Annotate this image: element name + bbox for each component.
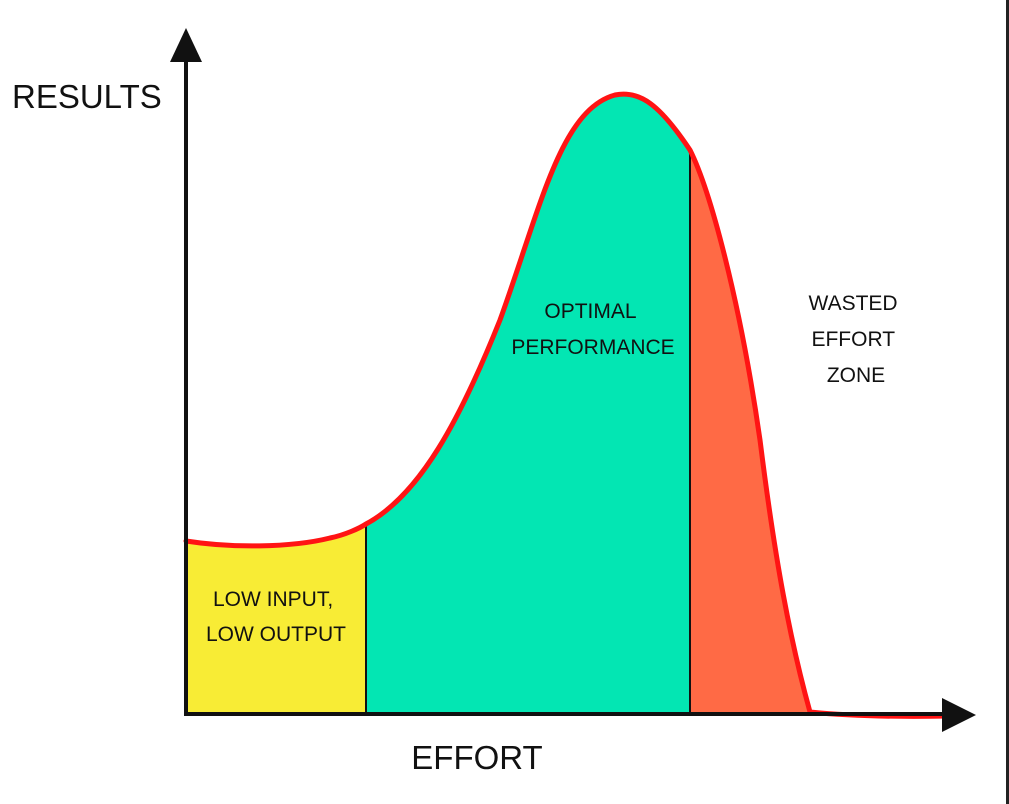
zone-optimal-fill xyxy=(366,94,690,714)
zone-wasted-label: WASTED EFFORT ZONE xyxy=(809,292,904,387)
results-curve xyxy=(183,91,953,719)
zone-low-label-line-2: LOW OUTPUT xyxy=(206,623,346,646)
zone-low-label: LOW INPUT, LOW OUTPUT xyxy=(206,588,346,646)
zone-wasted-label-line-1: WASTED xyxy=(809,292,898,315)
zone-wasted-label-line-2: EFFORT xyxy=(811,328,895,351)
x-axis-label: EFFORT xyxy=(411,739,542,776)
zone-wasted-fill xyxy=(690,150,810,714)
zone-optimal-label-line-2: PERFORMANCE xyxy=(511,336,674,359)
zone-low-label-line-1: LOW INPUT, xyxy=(213,588,333,611)
zone-wasted-label-line-3: ZONE xyxy=(827,364,885,387)
y-axis-label: RESULTS xyxy=(12,78,162,115)
zone-optimal-label: OPTIMAL PERFORMANCE xyxy=(511,300,674,359)
zone-low-fill xyxy=(186,524,366,714)
x-axis-arrowhead xyxy=(942,698,976,732)
right-border xyxy=(1006,0,1009,804)
y-axis-arrowhead xyxy=(170,28,202,62)
zone-optimal-label-line-1: OPTIMAL xyxy=(544,300,636,323)
